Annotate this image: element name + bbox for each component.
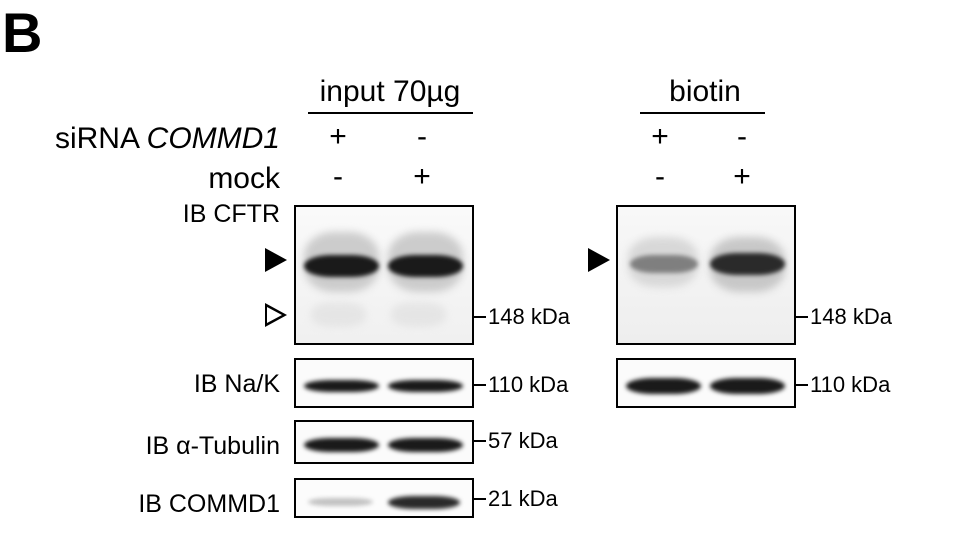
ib-tubulin-suffix: -Tubulin (191, 432, 280, 460)
input-mock-lane2: + (402, 160, 442, 194)
band-input-nak-lane1 (304, 380, 379, 392)
mw-biotin-nak: 110 kDa (810, 372, 890, 398)
label-mock: mock (0, 162, 280, 196)
mw-input-commd1: 21 kDa (488, 486, 558, 512)
blot-biotin-cftr (616, 205, 796, 345)
tick-input-nak (474, 384, 486, 386)
band-biotin-nak-lane2 (710, 378, 785, 394)
arrow-open-input (265, 303, 287, 327)
blot-input-cftr (294, 205, 474, 345)
mw-biotin-cftr: 148 kDa (810, 304, 892, 330)
input-sirna-lane2: - (402, 120, 442, 154)
mw-input-tubulin: 57 kDa (488, 428, 558, 454)
ib-tubulin-prefix: IB (146, 432, 177, 460)
blot-biotin-nak (616, 358, 796, 408)
band-input-cftr-lane2 (388, 255, 463, 277)
band-biotin-cftr-lane1 (630, 255, 698, 273)
label-sirna: siRNA COMMD1 (0, 122, 280, 156)
header-input: input 70µg (300, 75, 480, 109)
input-sirna-lane1: + (318, 120, 358, 154)
biotin-sirna-lane2: - (722, 120, 762, 154)
mw-input-nak: 110 kDa (488, 372, 568, 398)
biotin-mock-lane1: - (640, 160, 680, 194)
ib-tubulin-alpha: α (176, 432, 190, 460)
biotin-sirna-lane1: + (640, 120, 680, 154)
band-input-cftr-lane1 (304, 255, 379, 277)
arrow-filled-input (265, 248, 287, 272)
blot-input-tubulin (294, 420, 474, 464)
label-ib-tubulin: IB α-Tubulin (0, 432, 280, 461)
band-biotin-nak-lane1 (626, 378, 701, 394)
band-biotin-cftr-lane2 (710, 253, 785, 275)
blot-input-commd1 (294, 478, 474, 518)
tick-biotin-cftr (796, 316, 808, 318)
band-input-nak-lane2 (388, 380, 463, 392)
band-input-commd1-lane2 (388, 496, 460, 509)
arrow-filled-biotin (588, 248, 610, 272)
band-input-tubulin-lane2 (388, 438, 463, 452)
tick-input-commd1 (474, 498, 486, 500)
tick-input-tubulin (474, 440, 486, 442)
label-ib-commd1: IB COMMD1 (0, 490, 280, 519)
label-ib-cftr: IB CFTR (0, 200, 280, 229)
mw-input-cftr: 148 kDa (488, 304, 570, 330)
tick-biotin-nak (796, 384, 808, 386)
biotin-mock-lane2: + (722, 160, 762, 194)
header-biotin: biotin (655, 75, 755, 109)
header-biotin-underline (640, 112, 765, 114)
label-ib-nak: IB Na/K (0, 370, 280, 399)
tick-input-cftr (474, 316, 486, 318)
label-sirna-text: siRNA (55, 122, 138, 155)
input-mock-lane1: - (318, 160, 358, 194)
label-sirna-gene: COMMD1 (147, 122, 280, 155)
band-input-tubulin-lane1 (304, 438, 379, 452)
header-input-underline (308, 112, 473, 114)
band-input-commd1-lane1 (308, 498, 373, 506)
blot-input-nak (294, 358, 474, 408)
panel-letter: B (2, 0, 42, 65)
